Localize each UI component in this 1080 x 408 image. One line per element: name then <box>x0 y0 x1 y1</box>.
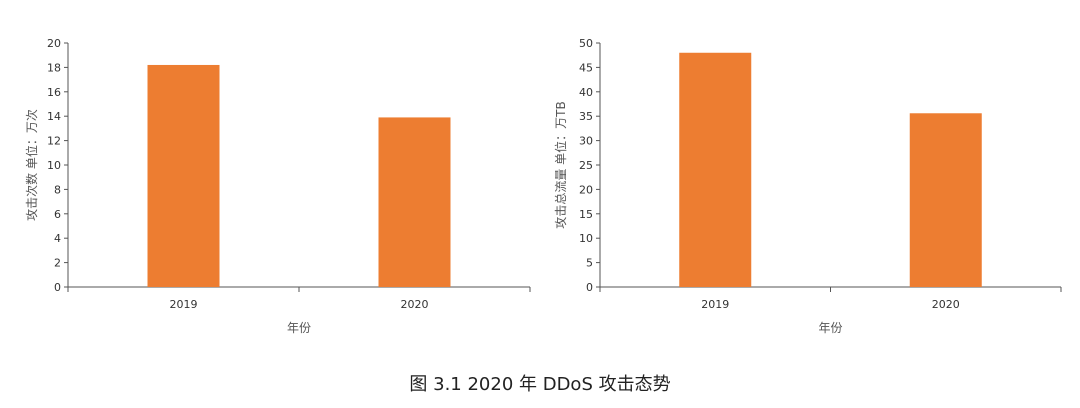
y-tick-label: 8 <box>54 183 61 196</box>
y-tick-label: 35 <box>579 110 593 123</box>
y-tick-label: 0 <box>586 281 593 294</box>
x-axis-title: 年份 <box>287 321 311 335</box>
y-tick-label: 15 <box>579 208 593 221</box>
y-tick-label: 30 <box>579 135 593 148</box>
y-tick-label: 4 <box>54 232 61 245</box>
x-tick-label: 2019 <box>701 298 729 311</box>
y-tick-label: 25 <box>579 159 593 172</box>
y-tick-label: 12 <box>47 135 61 148</box>
figure-caption: 图 3.1 2020 年 DDoS 攻击态势 <box>409 374 671 395</box>
y-tick-label: 14 <box>47 110 61 123</box>
bar-2020 <box>378 117 451 287</box>
y-tick-label: 20 <box>47 37 61 50</box>
x-tick-label: 2020 <box>932 298 960 311</box>
attack-traffic-chart: 0 5 10 15 20 25 30 35 40 45 50 2019 2020 年份 攻击总流量 单位：万… <box>553 37 1062 335</box>
y-tick-label: 45 <box>579 61 593 74</box>
attack-count-chart: 0 2 4 6 8 10 12 14 16 18 20 2019 2020 年份 攻击次数 单位：万次 <box>24 37 531 335</box>
y-tick-label: 18 <box>47 61 61 74</box>
x-tick-label: 2019 <box>170 298 198 311</box>
y-tick-label: 40 <box>579 86 593 99</box>
y-axis-title: 攻击总流量 单位：万TB <box>553 101 568 228</box>
y-tick-label: 2 <box>54 257 61 270</box>
x-tick-label: 2020 <box>401 298 429 311</box>
bar-2019 <box>147 64 220 288</box>
y-tick-label: 50 <box>579 37 593 50</box>
y-tick-label: 16 <box>47 86 61 99</box>
y-axis-title: 攻击次数 单位：万次 <box>24 109 39 221</box>
bar-2020 <box>909 113 982 287</box>
y-tick-label: 0 <box>54 281 61 294</box>
x-axis-title: 年份 <box>818 321 842 335</box>
y-tick-label: 10 <box>47 159 61 172</box>
bar-2019 <box>679 52 752 288</box>
y-tick-label: 5 <box>586 257 593 270</box>
y-tick-label: 10 <box>579 232 593 245</box>
y-tick-label: 20 <box>579 183 593 196</box>
y-tick-label: 6 <box>54 208 61 221</box>
